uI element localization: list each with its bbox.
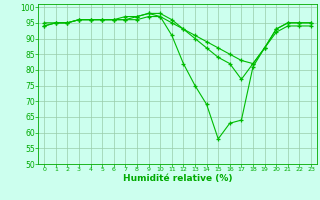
X-axis label: Humidité relative (%): Humidité relative (%) xyxy=(123,174,232,183)
